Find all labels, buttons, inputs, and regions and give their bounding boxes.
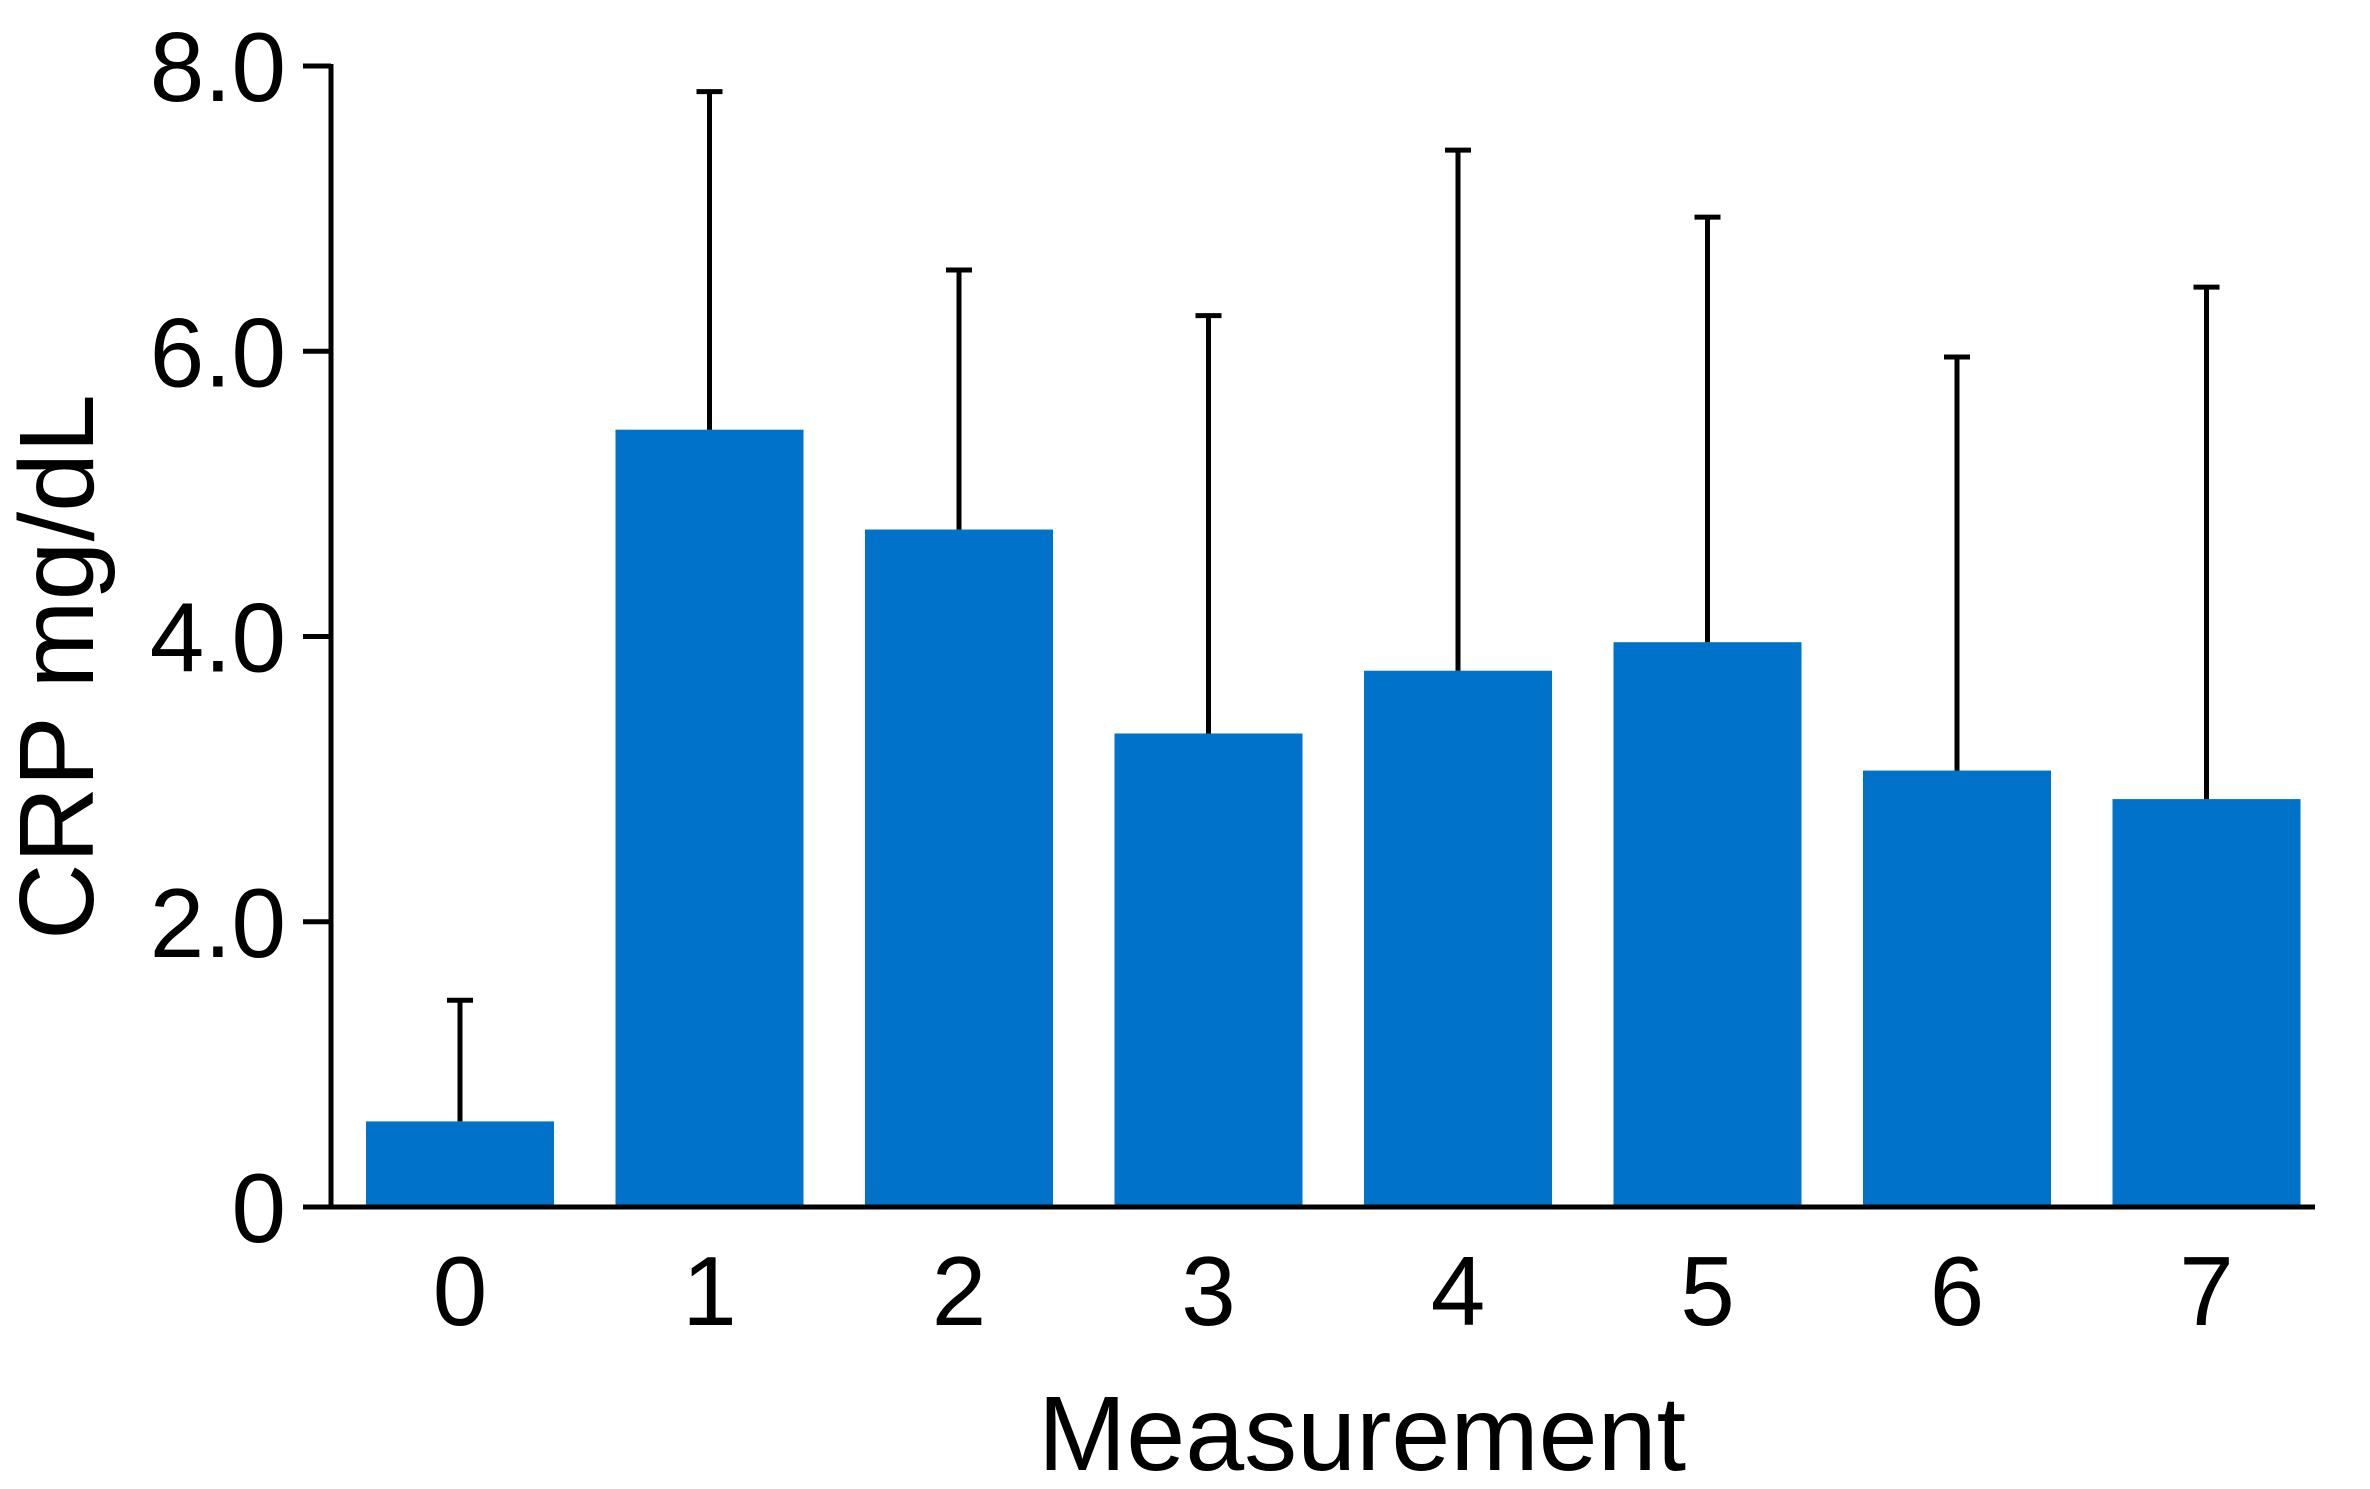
bar-3 bbox=[1114, 733, 1303, 1207]
x-tick-label-5: 5 bbox=[1680, 1236, 1735, 1346]
bar-1 bbox=[615, 429, 804, 1208]
x-tick-label-3: 3 bbox=[1181, 1236, 1236, 1346]
bar-6 bbox=[1863, 770, 2051, 1207]
y-tick-label: 8.0 bbox=[150, 12, 286, 122]
bar-7 bbox=[2112, 799, 2301, 1207]
x-tick-label-2: 2 bbox=[932, 1236, 987, 1346]
x-axis-title: Measurement bbox=[1038, 1375, 1686, 1489]
y-tick-label: 0 bbox=[231, 1153, 286, 1263]
bar-4 bbox=[1364, 670, 1552, 1207]
y-tick-label: 6.0 bbox=[150, 297, 286, 407]
y-axis-title: CRP mg/dL bbox=[0, 394, 116, 940]
x-tick-label-0: 0 bbox=[433, 1236, 488, 1346]
bars-layer bbox=[366, 429, 2301, 1208]
x-tick-label-7: 7 bbox=[2179, 1236, 2234, 1346]
x-tick-label-4: 4 bbox=[1431, 1236, 1486, 1346]
x-tick-label-1: 1 bbox=[682, 1236, 737, 1346]
y-tick-label: 2.0 bbox=[150, 868, 286, 978]
y-tick-label: 4.0 bbox=[150, 583, 286, 693]
error-bars-layer bbox=[447, 89, 2220, 1122]
bar-5 bbox=[1613, 642, 1802, 1207]
bar-0 bbox=[366, 1121, 554, 1207]
x-tick-label-6: 6 bbox=[1930, 1236, 1985, 1346]
bar-2 bbox=[865, 529, 1053, 1207]
y-ticks-layer: 0 2.0 4.0 6.0 8.0 bbox=[150, 12, 331, 1263]
x-ticks-layer: 0 1 2 3 4 5 6 7 bbox=[433, 1236, 2234, 1346]
